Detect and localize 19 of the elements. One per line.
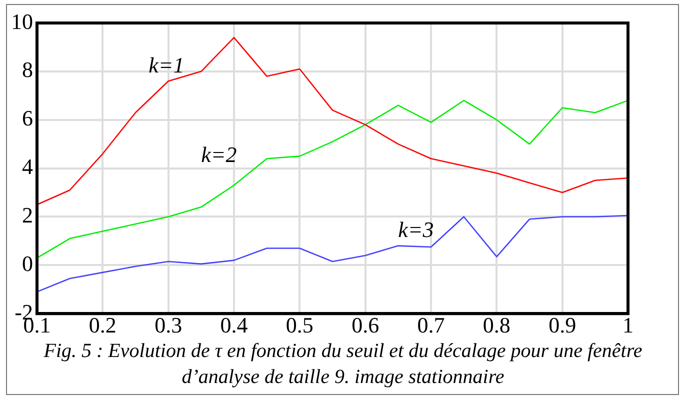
y-tick-label: 6 [22,106,33,131]
x-tick-label: 0.9 [548,312,576,338]
series-label: k=2 [201,142,237,167]
text: Fig. 5 : Evolution de τ en fonction du seuil et du décalage pour une fenêtre d’analyse de taille 9. image stationnaire [43,339,643,390]
x-tick-label: 0.2 [88,312,116,338]
x-tick-label: 1 [622,312,634,338]
y-tick-label: 10 [11,8,33,34]
x-tick-label: 0.3 [154,312,182,338]
series-label: k=1 [148,52,184,78]
y-tick-label: 8 [22,57,33,82]
x-tick-label: 0.6 [352,312,380,338]
y-tick-label: 4 [22,154,33,180]
x-tick-label: 0.7 [417,312,445,338]
x-tick-label: 0.8 [482,312,510,338]
x-tick-label: 0.4 [220,312,248,338]
y-tick-label: 2 [22,202,33,228]
series-label: k=3 [398,217,434,242]
y-tick-label: 0 [22,250,33,276]
x-tick-label: 0.5 [286,312,314,338]
